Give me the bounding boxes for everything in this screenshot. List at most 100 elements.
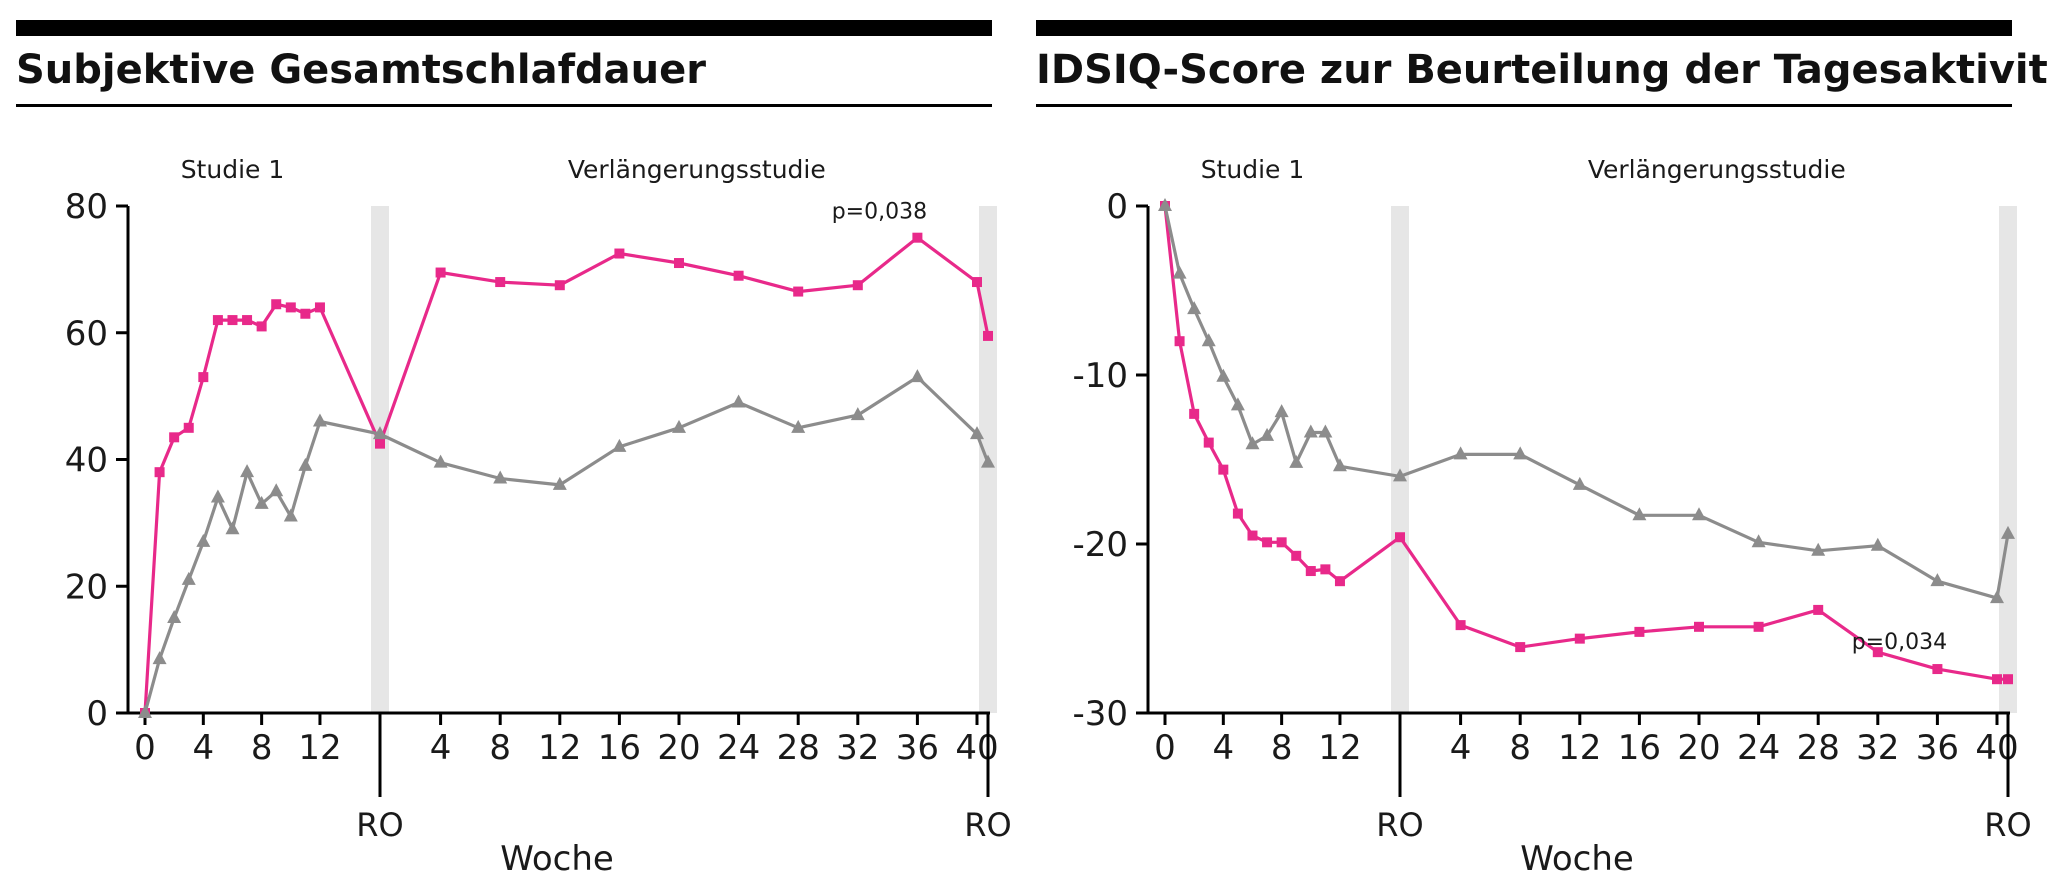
y-tick-label: 60 [65,314,108,354]
data-point [1291,550,1302,561]
section-label-study: Studie 1 [1201,155,1305,184]
x-tick-label: 4 [1450,728,1472,768]
data-point [1332,458,1347,472]
data-point [375,438,385,449]
x-tick-label: 32 [1856,728,1899,768]
data-point [1289,454,1304,468]
x-tick-label: 0 [1154,728,1176,768]
data-point [1172,265,1187,279]
data-point [269,483,284,497]
data-point [495,277,506,288]
data-point [912,232,923,243]
data-point [183,422,194,433]
x-tick-label: 24 [717,728,760,768]
data-point [970,426,984,440]
data-point [2001,525,2015,539]
x-tick-label: 28 [777,728,820,768]
x-tick-label: 32 [836,728,879,768]
y-tick-label: 80 [65,187,108,227]
chart-panel-idsiq: IDSIQ-Score zur Beurteilung der Tagesakt… [1020,0,2048,877]
data-point [210,489,225,503]
data-point [271,299,282,310]
data-point [1303,424,1318,438]
data-point [167,609,182,623]
chart-title: IDSIQ-Score zur Beurteilung der Tagesakt… [1036,47,2048,93]
ro-label-end: RO [1984,806,2031,844]
data-point [493,470,508,484]
data-point [1245,436,1260,450]
data-point [1334,576,1345,587]
x-tick-label: 0 [134,728,156,768]
data-point [198,372,209,383]
data-point [300,308,311,319]
data-point [1320,564,1331,575]
data-point [1990,590,2004,604]
data-point [1692,507,1706,521]
y-tick-label: 20 [65,567,108,607]
x-tick-label: 12 [298,728,341,768]
ro-band-start [371,206,389,713]
data-point [1574,633,1585,644]
data-point [373,426,387,440]
y-tick-label: -10 [1072,356,1128,396]
data-point [1158,198,1172,211]
data-point [793,286,804,297]
data-point [612,438,627,452]
data-point [312,413,327,427]
y-tick-label: 0 [86,694,108,734]
data-point [1187,301,1202,315]
data-point [433,454,448,468]
data-point [1276,537,1287,548]
y-tick-label: 40 [65,441,108,481]
data-point [1515,642,1526,653]
data-point [614,248,625,259]
data-point [152,651,167,665]
data-point [254,495,269,509]
series-line-2 [1163,205,2010,600]
title-rule [16,104,992,107]
x-tick-label: 24 [1737,728,1780,768]
data-point [138,705,152,718]
series-line-2 [143,375,990,714]
data-point [1218,464,1229,475]
panel-top-bar [16,20,992,36]
data-point [1318,424,1333,438]
data-point [1189,408,1200,419]
data-point [1694,621,1704,632]
p-value-annotation: p=0,038 [832,200,927,225]
data-point [1453,446,1468,460]
data-point [1634,626,1645,637]
data-point [2003,674,2013,685]
data-point [1203,437,1214,448]
x-tick-label: 4 [430,728,452,768]
data-point [435,267,446,278]
data-point [554,280,565,291]
data-point [1232,508,1243,519]
data-point [314,302,325,313]
data-point [1260,427,1275,441]
data-point [283,508,298,522]
data-point [154,467,165,478]
data-point [1932,664,1943,675]
x-tick-label: 20 [1677,728,1720,768]
section-label-study: Studie 1 [181,155,285,184]
x-axis-title: Woche [500,839,614,877]
data-point [1230,397,1245,411]
data-point [1247,530,1258,541]
data-point [972,277,982,288]
data-point [1455,620,1466,631]
x-tick-label: 16 [598,728,641,768]
data-point [674,258,684,269]
x-tick-label: 16 [1618,728,1661,768]
x-tick-label: 36 [896,728,939,768]
data-point [1930,573,1945,587]
x-tick-label: 28 [1797,728,1840,768]
y-tick-label: -20 [1072,525,1128,565]
section-label-extension: Verlängerungsstudie [1588,155,1846,184]
data-point [196,533,211,547]
data-point [1813,604,1824,615]
data-point [731,394,746,408]
y-tick-label: 0 [1106,187,1128,227]
